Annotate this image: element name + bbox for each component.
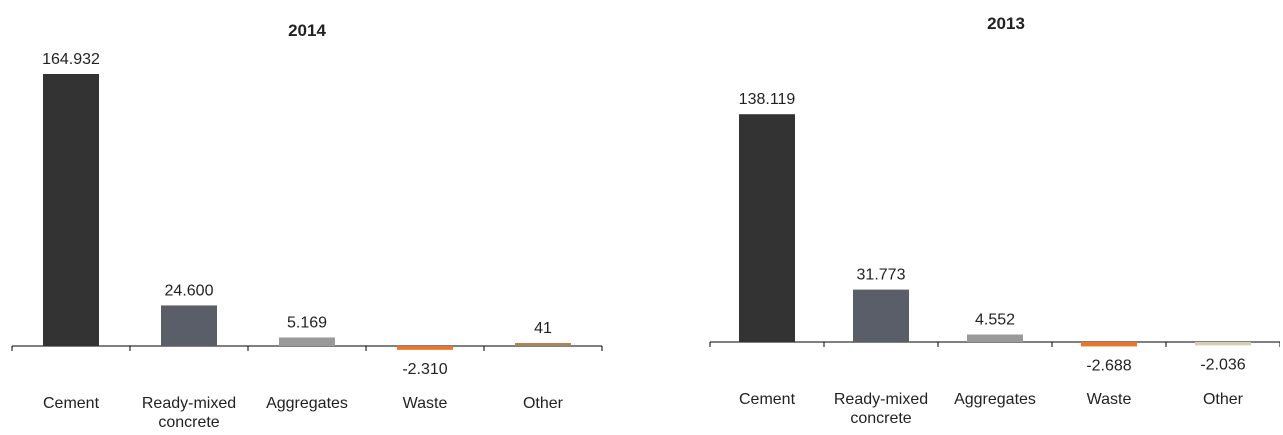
data-label-waste: -2.688 [1086, 357, 1131, 374]
category-label-line: Waste [403, 395, 448, 412]
category-label-cement: Cement [739, 391, 796, 408]
chart-title-2013: 2013 [987, 14, 1025, 33]
bar-aggregates [967, 334, 1023, 342]
category-label-line: Cement [43, 395, 100, 412]
data-label-ready-mixed-concrete: 24.600 [165, 282, 214, 299]
category-label-line: Other [1203, 391, 1244, 408]
category-label-line: Aggregates [266, 395, 348, 412]
category-label-cement: Cement [43, 395, 100, 412]
category-label-line: Cement [739, 391, 796, 408]
category-label-line: Ready-mixed [142, 395, 236, 412]
category-label-line: Other [523, 395, 564, 412]
bar-aggregates [279, 337, 335, 346]
bar-waste [1081, 342, 1137, 347]
category-label-line: Waste [1087, 391, 1132, 408]
category-label-waste: Waste [403, 395, 448, 412]
bar-other [515, 343, 571, 346]
category-label-aggregates: Aggregates [954, 391, 1036, 408]
category-label-line: concrete [850, 410, 911, 427]
category-label-other: Other [523, 395, 564, 412]
data-label-aggregates: 5.169 [287, 314, 327, 331]
bar-cement [739, 114, 795, 342]
category-label-line: Aggregates [954, 391, 1036, 408]
category-label-ready-mixed-concrete: Ready-mixed concrete [142, 395, 236, 430]
category-label-ready-mixed-concrete: Ready-mixed concrete [834, 391, 928, 427]
chart-2014-svg: 2014 164.932 Cement 24.600 Ready-mixed concre… [11, 21, 603, 431]
bar-ready-mixed-concrete [161, 305, 217, 346]
category-label-line: concrete [158, 414, 219, 430]
data-label-other: 41 [534, 320, 552, 337]
bar-waste [397, 346, 453, 350]
data-label-cement: 138.119 [739, 91, 796, 108]
chart-title-2014: 2014 [288, 21, 326, 40]
category-label-other: Other [1203, 391, 1244, 408]
data-label-ready-mixed-concrete: 31.773 [857, 267, 906, 284]
chart-2014: 2014 164.932 Cement 24.600 Ready-mixed concre… [0, 0, 615, 431]
bar-ready-mixed-concrete [853, 289, 909, 342]
category-label-aggregates: Aggregates [266, 395, 348, 412]
data-label-other: -2.036 [1200, 356, 1245, 373]
category-label-waste: Waste [1087, 391, 1132, 408]
bar-cement [43, 74, 99, 346]
category-label-line: Ready-mixed [834, 391, 928, 408]
data-label-aggregates: 4.552 [975, 311, 1015, 328]
chart-2013: 2013 138.119 Cement 31.773 Ready-mixed concre… [690, 0, 1281, 430]
data-label-waste: -2.310 [402, 361, 447, 378]
chart-2013-svg: 2013 138.119 Cement 31.773 Ready-mixed concre… [709, 14, 1281, 427]
bar-other [1195, 342, 1251, 346]
data-label-cement: 164.932 [42, 51, 100, 68]
